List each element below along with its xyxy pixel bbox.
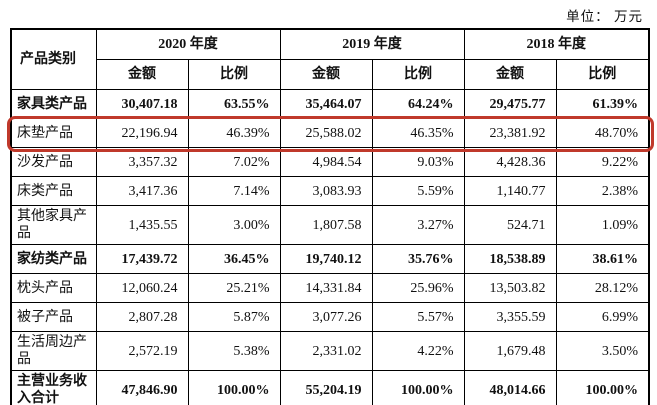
amount-cell: 1,807.58 (279, 205, 373, 245)
ratio-cell: 35.76% (371, 244, 465, 274)
row-label: 生活周边产品 (10, 331, 97, 371)
amount-cell: 23,381.92 (463, 118, 557, 148)
amount-cell: 22,196.94 (95, 118, 189, 148)
amount-cell: 29,475.77 (463, 89, 557, 119)
row-label: 沙发产品 (10, 147, 97, 177)
col-header-product-category: 产品类别 (10, 28, 97, 90)
ratio-cell: 5.59% (371, 176, 465, 206)
col-header-amount-2019: 金额 (279, 59, 373, 90)
row-label: 主营业务收入合计 (10, 370, 97, 405)
table-row: 主营业务收入合计 47,846.90 100.00% 55,204.19 100.00%… (10, 370, 650, 405)
row-label: 家具类产品 (10, 89, 97, 119)
table-row: 被子产品 2,807.28 5.87% 3,077.26 5.57% 3,355.59 6.… (10, 302, 650, 332)
col-header-year-2020: 2020 年度 (95, 28, 281, 60)
table-row: 家具类产品 30,407.18 63.55% 35,464.07 64.24% 29,47… (10, 89, 650, 119)
ratio-cell: 64.24% (371, 89, 465, 119)
ratio-cell: 1.09% (555, 205, 650, 245)
ratio-cell: 6.99% (555, 302, 650, 332)
amount-cell: 1,140.77 (463, 176, 557, 206)
amount-cell: 48,014.66 (463, 370, 557, 405)
amount-cell: 4,428.36 (463, 147, 557, 177)
ratio-cell: 100.00% (187, 370, 281, 405)
amount-cell: 1,679.48 (463, 331, 557, 371)
ratio-cell: 3.00% (187, 205, 281, 245)
amount-cell: 55,204.19 (279, 370, 373, 405)
header-row-years: 产品类别 2020 年度 2019 年度 2018 年度 (10, 28, 650, 90)
table-row: 其他家具产品 1,435.55 3.00% 1,807.58 3.27% 524.71 1.… (10, 205, 650, 245)
ratio-cell: 9.22% (555, 147, 650, 177)
ratio-cell: 4.22% (371, 331, 465, 371)
table-body: 家具类产品 30,407.18 63.55% 35,464.07 64.24% 29,47… (10, 89, 650, 405)
amount-cell: 3,077.26 (279, 302, 373, 332)
table-row: 床垫产品 22,196.94 46.39% 25,588.02 46.35% 23,381… (10, 118, 650, 148)
col-header-year-2018: 2018 年度 (463, 28, 650, 60)
header-row-metrics: 金额 比例 金额 比例 金额 比例 (11, 59, 650, 90)
table-row: 家纺类产品 17,439.72 36.45% 19,740.12 35.76% 18,53… (10, 244, 650, 274)
ratio-cell: 2.38% (555, 176, 650, 206)
row-label: 床类产品 (10, 176, 97, 206)
table-row: 生活周边产品 2,572.19 5.38% 2,331.02 4.22% 1,679.48… (10, 331, 650, 371)
col-header-year-2019: 2019 年度 (279, 28, 465, 60)
ratio-cell: 100.00% (371, 370, 465, 405)
ratio-cell: 46.35% (371, 118, 465, 148)
amount-cell: 2,331.02 (279, 331, 373, 371)
amount-cell: 3,417.36 (95, 176, 189, 206)
amount-cell: 14,331.84 (279, 273, 373, 303)
ratio-cell: 61.39% (555, 89, 650, 119)
table-header: 产品类别 2020 年度 2019 年度 2018 年度 金额 比例 金额 比例… (10, 28, 650, 90)
table-row: 枕头产品 12,060.24 25.21% 14,331.84 25.96% 13,503… (10, 273, 650, 303)
ratio-cell: 25.96% (371, 273, 465, 303)
unit-label: 单位： 万元 (566, 9, 643, 24)
ratio-cell: 48.70% (555, 118, 650, 148)
ratio-cell: 7.14% (187, 176, 281, 206)
row-label: 家纺类产品 (10, 244, 97, 274)
revenue-table-container: 产品类别 2020 年度 2019 年度 2018 年度 金额 比例 金额 比例… (7, 28, 654, 405)
amount-cell: 3,357.32 (95, 147, 189, 177)
amount-cell: 30,407.18 (95, 89, 189, 119)
amount-cell: 1,435.55 (95, 205, 189, 245)
col-header-ratio-2018: 比例 (555, 59, 650, 90)
ratio-cell: 5.87% (187, 302, 281, 332)
table-row: 床类产品 3,417.36 7.14% 3,083.93 5.59% 1,140.77 2.… (10, 176, 650, 206)
amount-cell: 2,572.19 (95, 331, 189, 371)
amount-cell: 4,984.54 (279, 147, 373, 177)
ratio-cell: 3.50% (555, 331, 650, 371)
row-label: 枕头产品 (10, 273, 97, 303)
amount-cell: 2,807.28 (95, 302, 189, 332)
amount-cell: 3,083.93 (279, 176, 373, 206)
amount-cell: 17,439.72 (95, 244, 189, 274)
ratio-cell: 36.45% (187, 244, 281, 274)
col-header-amount-2018: 金额 (463, 59, 557, 90)
amount-cell: 524.71 (463, 205, 557, 245)
ratio-cell: 63.55% (187, 89, 281, 119)
amount-cell: 12,060.24 (95, 273, 189, 303)
revenue-table: 产品类别 2020 年度 2019 年度 2018 年度 金额 比例 金额 比例… (10, 28, 650, 405)
ratio-cell: 5.57% (371, 302, 465, 332)
amount-cell: 35,464.07 (279, 89, 373, 119)
row-label: 其他家具产品 (10, 205, 97, 245)
amount-cell: 13,503.82 (463, 273, 557, 303)
table-row: 沙发产品 3,357.32 7.02% 4,984.54 9.03% 4,428.36 9.… (10, 147, 650, 177)
ratio-cell: 9.03% (371, 147, 465, 177)
col-header-ratio-2019: 比例 (371, 59, 465, 90)
amount-cell: 25,588.02 (279, 118, 373, 148)
ratio-cell: 38.61% (555, 244, 650, 274)
row-label: 被子产品 (10, 302, 97, 332)
col-header-amount-2020: 金额 (95, 59, 189, 90)
ratio-cell: 3.27% (371, 205, 465, 245)
amount-cell: 19,740.12 (279, 244, 373, 274)
col-header-ratio-2020: 比例 (187, 59, 281, 90)
ratio-cell: 5.38% (187, 331, 281, 371)
amount-cell: 3,355.59 (463, 302, 557, 332)
amount-cell: 18,538.89 (463, 244, 557, 274)
ratio-cell: 25.21% (187, 273, 281, 303)
ratio-cell: 46.39% (187, 118, 281, 148)
ratio-cell: 100.00% (555, 370, 650, 405)
row-label: 床垫产品 (10, 118, 97, 148)
ratio-cell: 28.12% (555, 273, 650, 303)
amount-cell: 47,846.90 (95, 370, 189, 405)
ratio-cell: 7.02% (187, 147, 281, 177)
